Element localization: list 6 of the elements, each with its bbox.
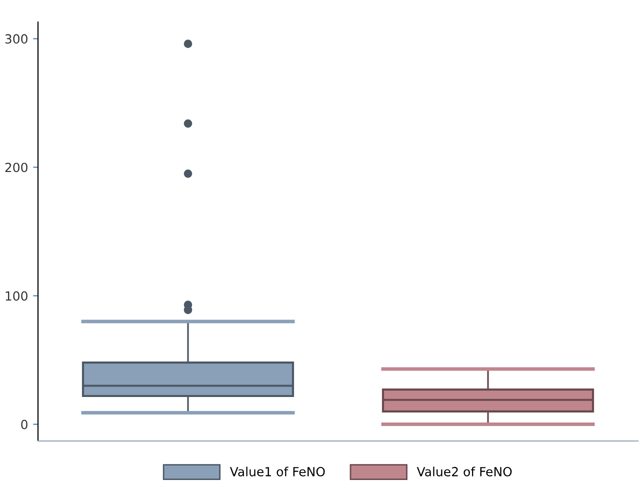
y-tick-label: 300: [5, 34, 28, 44]
legend-label: Value2 of FeNO: [416, 466, 512, 476]
y-tick-label: 0: [21, 420, 28, 430]
y-tick-label: 100: [6, 291, 28, 301]
y-tick-label: 200: [5, 162, 28, 172]
legend-label: Value1 of FeNO: [230, 466, 325, 476]
